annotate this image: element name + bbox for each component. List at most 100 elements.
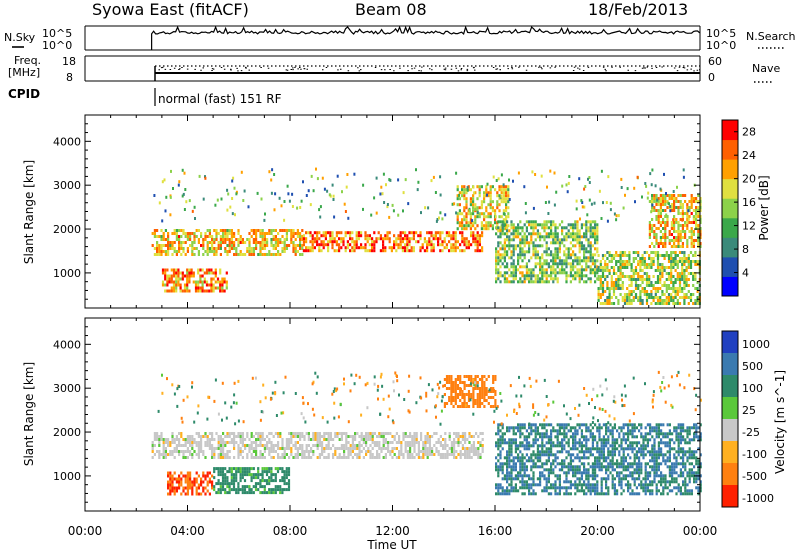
echo-cell: [284, 482, 286, 485]
echo-cell: [495, 247, 497, 250]
echo-cell: [646, 281, 648, 284]
echo-cell: [616, 214, 618, 217]
echo-cell: [642, 269, 644, 272]
echo-cell: [659, 269, 661, 272]
echo-cell: [162, 281, 164, 284]
echo-cell: [648, 281, 650, 284]
echo-cell: [433, 432, 435, 435]
echo-cell: [297, 244, 299, 247]
echo-cell: [253, 238, 255, 241]
echo-cell: [324, 188, 326, 191]
echo-cell: [585, 220, 587, 223]
echo-cell: [530, 238, 532, 241]
echo-cell: [666, 290, 668, 293]
echo-cell: [550, 265, 552, 268]
echo-cell: [273, 244, 275, 247]
echo-cell: [693, 230, 695, 233]
echo-cell: [607, 474, 609, 477]
echo-cell: [180, 229, 182, 232]
echo-cell: [429, 453, 431, 456]
echo-cell: [673, 206, 675, 209]
echo-cell: [345, 444, 347, 447]
echo-cell: [255, 241, 257, 244]
echo-cell: [277, 432, 279, 435]
echo-cell: [328, 453, 330, 456]
nsky-label: N.Sky: [4, 31, 36, 44]
echo-cell: [365, 432, 367, 435]
echo-cell: [220, 253, 222, 256]
echo-cell: [231, 241, 233, 244]
echo-cell: [242, 441, 244, 444]
echo-cell: [329, 231, 331, 234]
echo-cell: [185, 444, 187, 447]
echo-cell: [226, 479, 228, 482]
echo-cell: [204, 441, 206, 444]
echo-cell: [535, 277, 537, 280]
echo-cell: [229, 244, 231, 247]
echo-cell: [629, 447, 631, 450]
echo-cell: [505, 191, 507, 194]
echo-cell: [613, 290, 615, 293]
echo-cell: [602, 201, 604, 204]
echo-cell: [180, 253, 182, 256]
echo-cell: [266, 238, 268, 241]
echo-cell: [211, 487, 213, 490]
echo-cell: [240, 470, 242, 473]
echo-cell: [598, 290, 600, 293]
echo-cell: [248, 238, 250, 241]
echo-cell: [507, 191, 509, 194]
echo-cell: [623, 462, 625, 465]
echo-cell: [336, 234, 338, 237]
echo-cell: [308, 438, 310, 441]
echo-cell: [648, 257, 650, 260]
echo-cell: [226, 244, 228, 247]
echo-cell: [288, 229, 290, 232]
echo-cell: [392, 204, 394, 207]
echo-cell: [312, 444, 314, 447]
echo-cell: [583, 489, 585, 492]
echo-cell: [202, 275, 204, 278]
echo-cell: [532, 226, 534, 229]
echo-cell: [184, 284, 186, 287]
echo-cell: [657, 260, 659, 263]
echo-cell: [585, 483, 587, 486]
echo-cell: [655, 302, 657, 305]
echo-cell: [176, 235, 178, 238]
echo-cell: [215, 275, 217, 278]
echo-cell: [211, 444, 213, 447]
echo-cell: [548, 492, 550, 495]
echo-cell: [341, 444, 343, 447]
echo-cell: [592, 235, 594, 238]
echo-cell: [288, 438, 290, 441]
echo-cell: [594, 241, 596, 244]
echo-cell: [378, 456, 380, 459]
echo-cell: [288, 482, 290, 485]
echo-cell: [550, 453, 552, 456]
echo-cell: [640, 444, 642, 447]
echo-cell: [237, 229, 239, 232]
echo-cell: [361, 432, 363, 435]
echo-cell: [506, 441, 508, 444]
echo-cell: [446, 234, 448, 237]
echo-cell: [233, 432, 235, 435]
echo-cell: [400, 450, 402, 453]
echo-cell: [642, 278, 644, 281]
echo-cell: [154, 438, 156, 441]
echo-cell: [220, 444, 222, 447]
echo-cell: [440, 456, 442, 459]
echo-cell: [182, 450, 184, 453]
echo-cell: [530, 483, 532, 486]
echo-cell: [528, 241, 530, 244]
echo-cell: [189, 484, 191, 487]
echo-cell: [328, 441, 330, 444]
echo-cell: [600, 287, 602, 290]
echo-cell: [559, 426, 561, 429]
echo-cell: [452, 246, 454, 249]
echo-cell: [402, 246, 404, 249]
echo-cell: [185, 456, 187, 459]
echo-cell: [426, 246, 428, 249]
echo-cell: [455, 456, 457, 459]
echo-cell: [487, 221, 489, 224]
echo-cell: [541, 265, 543, 268]
echo-cell: [510, 265, 512, 268]
